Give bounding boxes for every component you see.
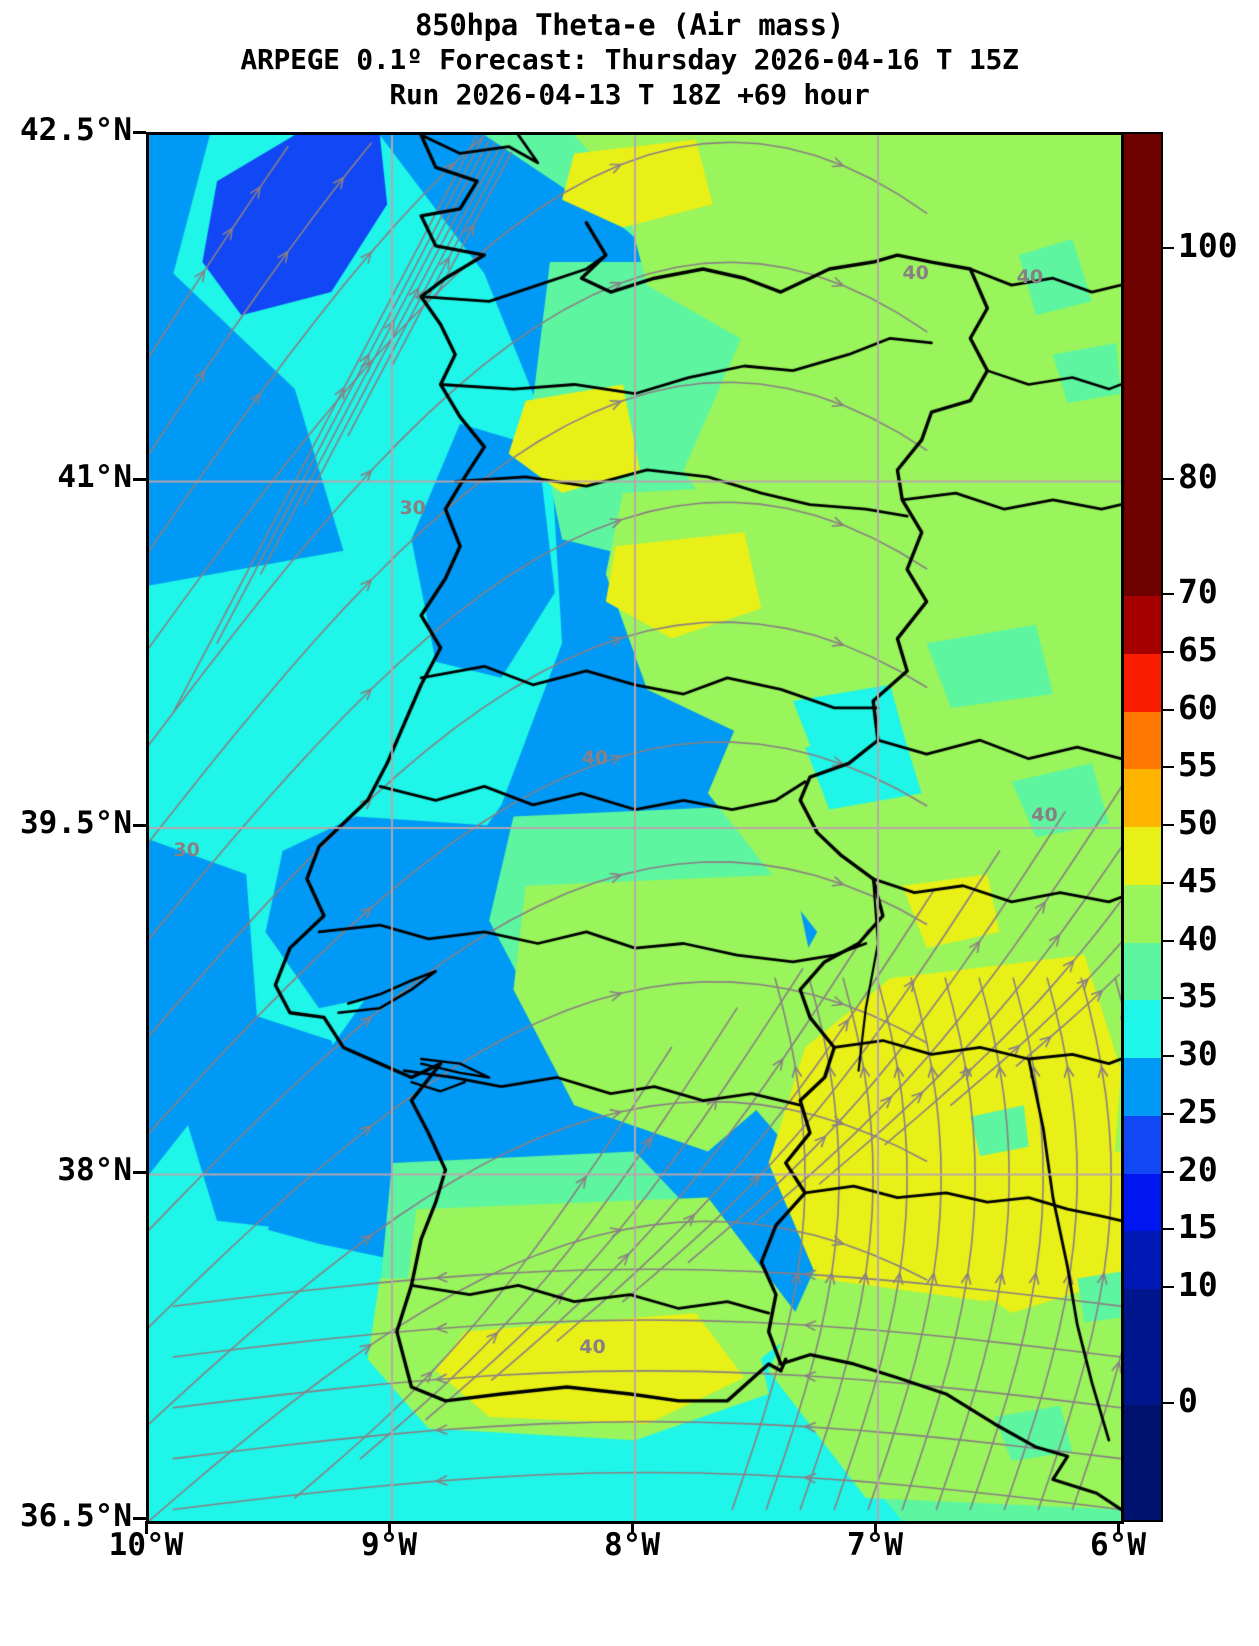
theta-e-field-canvas [149,135,1121,1521]
x-axis-tick-label: 10°W [108,1527,184,1563]
x-axis-tick [874,1521,877,1534]
colorbar-tick-label: 65 [1178,629,1218,669]
colorbar-tick-label: 20 [1178,1149,1218,1189]
colorbar-tick-label: 15 [1178,1207,1218,1247]
colorbar-tick-label: 80 [1178,456,1218,496]
colorbar-segment [1124,1058,1161,1116]
x-axis-tick [145,1521,148,1534]
colorbar-tick [1161,1228,1174,1231]
y-axis-tick [133,824,146,827]
run-line: Run 2026-04-13 T 18Z +69 hour [389,77,870,111]
y-axis-tick-label: 42.5°N [20,112,132,148]
colorbar-segment [1124,1231,1161,1289]
y-axis-tick-label: 38°N [57,1151,132,1188]
y-axis-tick [133,477,146,481]
colorbar-tick [1161,1170,1174,1173]
colorbar-segment [1124,1173,1161,1232]
colorbar-tick-label: 25 [1178,1091,1218,1131]
colorbar-segment [1124,134,1161,596]
forecast-line: ARPEGE 0.1º Forecast: Thursday 2026-04-1… [240,43,1019,77]
x-axis-tick-label: 6°W [1090,1527,1146,1563]
colorbar-tick [1161,1401,1174,1404]
x-axis-tick [388,1521,391,1534]
y-axis-tick-label: 36.5°N [20,1498,132,1534]
colorbar-segment [1124,884,1161,943]
colorbar-segment [1124,1115,1161,1174]
y-axis-tick-label: 41°N [57,458,132,495]
colorbar-segment [1124,1404,1161,1520]
colorbar-tick [1161,246,1174,249]
x-axis-tick [631,1521,634,1534]
colorbar-segment [1124,653,1161,712]
colorbar-segment [1124,1289,1161,1405]
colorbar-tick-label: 10 [1178,1265,1218,1304]
colorbar-tick-label: 100 [1178,225,1238,265]
y-axis-tick [133,131,146,134]
colorbar-tick [1161,593,1174,595]
colorbar-tick-label: 55 [1178,745,1218,785]
map-plot-area[interactable]: 30 30 40 40 40 40 40 [146,132,1124,1524]
colorbar-tick-label: 40 [1178,918,1218,958]
colorbar-tick-label: 45 [1178,860,1218,900]
title-block: 850hpa Theta-e (Air mass) ARPEGE 0.1º Fo… [0,8,1259,112]
colorbar-segment [1124,596,1161,654]
colorbar-segment [1124,827,1161,885]
colorbar-segment [1124,769,1161,827]
colorbar-tick [1161,824,1174,826]
colorbar-tick [1161,708,1174,711]
x-axis-tick-label: 7°W [847,1527,903,1563]
page-title: 850hpa Theta-e (Air mass) [415,8,844,42]
y-axis-tick [133,1170,146,1174]
y-axis-tick [133,1517,146,1520]
colorbar-segment [1124,711,1161,770]
colorbar-tick [1161,477,1174,480]
colorbar-tick [1161,1286,1174,1288]
colorbar-segment [1124,942,1161,1001]
colorbar-tick [1161,881,1174,884]
colorbar-tick-label: 35 [1178,976,1218,1016]
colorbar-tick [1161,939,1174,942]
colorbar-tick-label: 30 [1178,1034,1218,1073]
x-axis-tick-label: 9°W [361,1527,417,1563]
colorbar-segment [1124,1000,1161,1058]
x-axis-tick [1117,1521,1120,1534]
colorbar-tick [1161,650,1174,653]
y-axis-tick-label: 39.5°N [20,805,132,841]
colorbar-tick [1161,1112,1174,1115]
colorbar[interactable] [1122,132,1163,1522]
colorbar-tick-label: 60 [1178,687,1218,727]
colorbar-tick [1161,766,1174,769]
colorbar-tick [1161,1055,1174,1057]
x-axis-tick-label: 8°W [604,1527,660,1563]
colorbar-tick-label: 50 [1178,803,1218,842]
colorbar-tick-label: 0 [1178,1380,1198,1420]
colorbar-tick [1161,997,1174,1000]
colorbar-tick-label: 70 [1178,572,1218,611]
